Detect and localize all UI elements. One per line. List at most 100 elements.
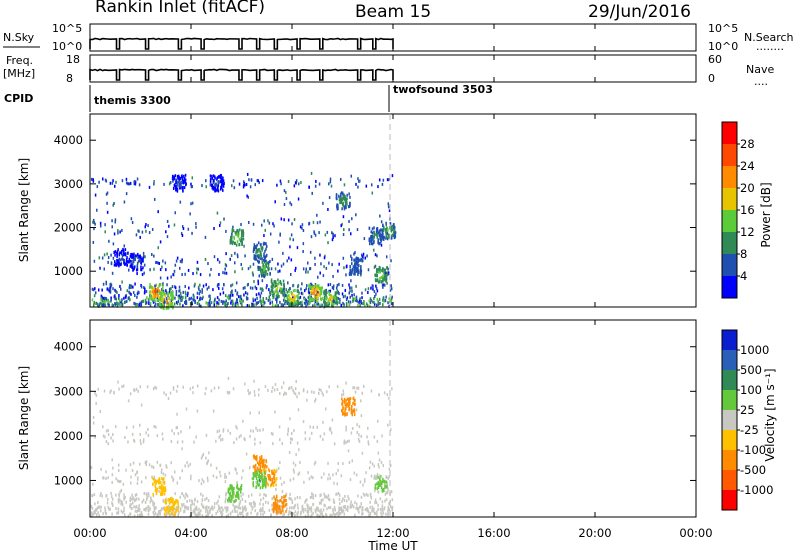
data-cell	[385, 512, 387, 516]
data-cell	[186, 293, 189, 297]
data-cell	[182, 227, 185, 231]
data-cell	[368, 514, 370, 518]
data-cell	[229, 296, 231, 300]
data-cell	[248, 178, 250, 182]
data-cell	[165, 501, 167, 505]
data-cell	[107, 288, 110, 292]
data-cell	[155, 425, 157, 429]
data-cell	[252, 472, 255, 476]
data-cell	[266, 465, 268, 469]
data-cell	[374, 474, 376, 478]
data-cell	[145, 289, 148, 293]
data-cell	[257, 279, 259, 283]
data-cell	[272, 442, 274, 446]
data-cell	[290, 497, 292, 501]
data-cell	[169, 290, 171, 294]
data-cell	[106, 191, 109, 195]
data-cell	[123, 250, 125, 254]
data-cell	[360, 399, 362, 403]
data-cell	[252, 480, 255, 484]
data-cell	[153, 286, 155, 290]
data-cell	[354, 251, 356, 255]
data-cell	[241, 234, 243, 238]
data-cell	[136, 509, 138, 513]
data-cell	[101, 288, 103, 292]
data-cell	[122, 248, 125, 252]
colorbar-swatch	[722, 232, 737, 254]
data-cell	[164, 514, 166, 518]
data-cell	[137, 389, 139, 393]
data-cell	[151, 290, 154, 294]
data-cell	[224, 497, 227, 501]
data-cell	[206, 462, 208, 466]
data-cell	[278, 510, 280, 514]
data-cell	[305, 270, 307, 274]
data-cell	[259, 267, 261, 271]
data-cell	[315, 285, 318, 289]
data-cell	[124, 436, 126, 440]
data-cell	[252, 482, 254, 486]
data-cell	[262, 428, 264, 432]
data-cell	[345, 399, 347, 403]
data-cell	[223, 181, 225, 185]
data-cell	[107, 505, 110, 509]
data-cell	[354, 269, 356, 273]
data-cell	[325, 292, 327, 296]
data-cell	[262, 303, 265, 307]
data-cell	[179, 200, 182, 204]
data-cell	[204, 497, 206, 501]
data-cell	[91, 511, 93, 515]
data-cell	[371, 238, 373, 242]
data-cell	[249, 391, 251, 395]
data-cell	[280, 498, 282, 502]
data-cell	[95, 401, 97, 405]
data-cell	[176, 426, 178, 430]
data-cell	[296, 294, 298, 298]
data-cell	[152, 296, 155, 300]
data-cell	[314, 397, 317, 401]
data-cell	[353, 386, 356, 390]
data-cell	[288, 295, 291, 299]
data-cell	[154, 489, 157, 493]
data-cell	[139, 432, 141, 436]
data-cell	[241, 511, 243, 515]
data-cell	[351, 503, 354, 507]
data-cell	[128, 182, 131, 186]
data-cell	[192, 391, 194, 395]
data-cell	[290, 203, 293, 207]
data-cell	[356, 298, 358, 302]
data-cell	[182, 179, 185, 183]
data-cell	[132, 262, 134, 266]
data-cell	[292, 283, 295, 287]
data-cell	[118, 387, 120, 391]
data-cell	[355, 295, 358, 299]
data-cell	[193, 284, 196, 288]
data-cell	[210, 463, 212, 467]
data-cell	[361, 391, 363, 395]
data-cell	[175, 293, 178, 297]
nsky-trace	[89, 37, 394, 50]
data-cell	[125, 177, 128, 181]
data-cell	[175, 389, 178, 393]
data-cell	[153, 506, 155, 510]
data-cell	[168, 182, 171, 186]
data-cell	[267, 298, 270, 302]
data-cell	[158, 489, 160, 493]
data-cell	[111, 303, 114, 307]
data-cell	[332, 297, 334, 301]
data-cell	[318, 182, 321, 186]
data-cell	[210, 507, 212, 511]
data-cell	[319, 253, 321, 257]
data-cell	[115, 301, 118, 305]
data-cell	[284, 495, 286, 499]
colorbar-tick-label: 500	[740, 363, 762, 377]
data-cell	[341, 283, 344, 287]
data-cell	[112, 242, 115, 246]
data-cell	[268, 469, 271, 473]
data-cell	[273, 292, 275, 296]
data-cell	[252, 484, 255, 488]
data-cell	[231, 293, 234, 297]
data-cell	[122, 384, 125, 388]
data-cell	[159, 511, 161, 515]
data-cell	[333, 299, 335, 303]
